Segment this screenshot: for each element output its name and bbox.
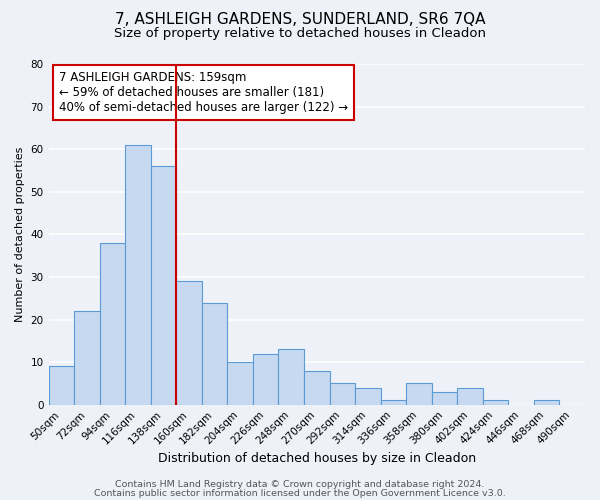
Bar [74,311,100,404]
Text: Contains public sector information licensed under the Open Government Licence v3: Contains public sector information licen… [94,490,506,498]
Bar [432,392,457,404]
Text: 7, ASHLEIGH GARDENS, SUNDERLAND, SR6 7QA: 7, ASHLEIGH GARDENS, SUNDERLAND, SR6 7QA [115,12,485,28]
X-axis label: Distribution of detached houses by size in Cleadon: Distribution of detached houses by size … [158,452,476,465]
Bar [278,350,304,405]
Bar [304,370,329,404]
Bar [125,145,151,405]
Bar [227,362,253,405]
Bar [202,302,227,404]
Bar [457,388,483,404]
Bar [406,384,432,404]
Text: 7 ASHLEIGH GARDENS: 159sqm
← 59% of detached houses are smaller (181)
40% of sem: 7 ASHLEIGH GARDENS: 159sqm ← 59% of deta… [59,71,349,114]
Text: Contains HM Land Registry data © Crown copyright and database right 2024.: Contains HM Land Registry data © Crown c… [115,480,485,489]
Bar [483,400,508,404]
Bar [49,366,74,405]
Bar [151,166,176,404]
Bar [534,400,559,404]
Bar [176,281,202,404]
Bar [100,243,125,404]
Bar [329,384,355,404]
Y-axis label: Number of detached properties: Number of detached properties [15,146,25,322]
Bar [355,388,380,404]
Bar [253,354,278,405]
Bar [380,400,406,404]
Text: Size of property relative to detached houses in Cleadon: Size of property relative to detached ho… [114,28,486,40]
